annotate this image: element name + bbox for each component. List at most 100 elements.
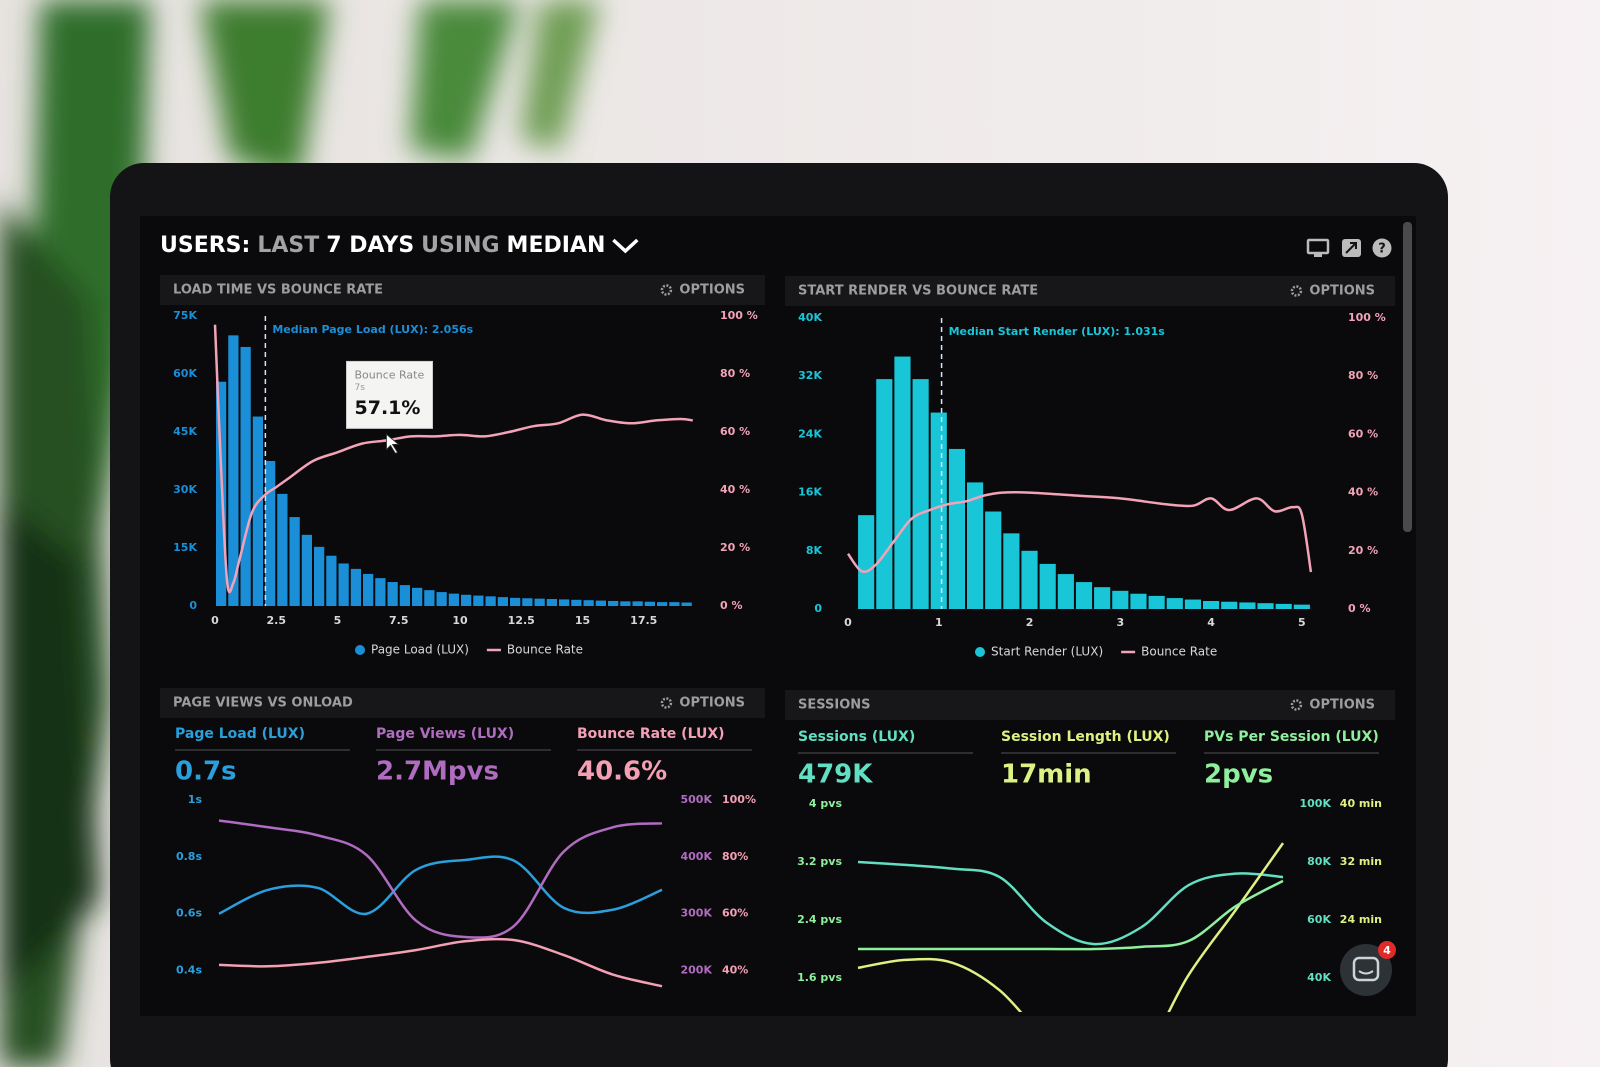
series-line xyxy=(857,860,1284,946)
y2-tick-label: 80 % xyxy=(1348,369,1378,382)
y-tick-label: 0.6s xyxy=(176,907,202,920)
series-line xyxy=(858,879,1284,951)
histogram-bar xyxy=(289,517,300,606)
histogram-bar xyxy=(608,600,619,606)
legend-label[interactable]: Bounce Rate xyxy=(507,643,583,657)
options-button[interactable]: OPTIONS xyxy=(679,696,745,711)
histogram-bar xyxy=(461,594,472,606)
histogram-bar xyxy=(1239,602,1256,609)
tooltip-subtitle: 7s xyxy=(355,383,366,393)
series-line xyxy=(218,937,663,988)
y2-tick-label: 200K xyxy=(681,964,713,977)
x-tick-label: 15 xyxy=(575,614,590,627)
share-icon[interactable] xyxy=(1342,239,1361,257)
histogram-bar xyxy=(375,578,386,606)
dropdown-chevron[interactable] xyxy=(612,238,639,254)
panel: SESSIONS OPTIONS 1.6 pvs 2.4 pvs 3.2 pvs 4 pv… xyxy=(785,690,1395,1012)
histogram-bar xyxy=(301,534,312,606)
y2-tick-label: 60 % xyxy=(720,425,750,438)
histogram-bar xyxy=(265,461,276,606)
histogram-bar xyxy=(338,563,349,606)
histogram-bar xyxy=(669,602,680,606)
histogram-bar xyxy=(350,568,361,606)
legend-label[interactable]: Start Render (LUX) xyxy=(991,645,1103,659)
histogram-bar xyxy=(522,598,533,606)
histogram-bar xyxy=(412,587,423,606)
y3-tick-label: 80% xyxy=(722,850,748,863)
help-icon[interactable]: ? xyxy=(1372,238,1392,258)
x-tick-label: 0 xyxy=(211,614,219,627)
histogram-bar xyxy=(985,511,1002,609)
histogram-bar xyxy=(1293,604,1310,609)
title-part: 7 DAYS xyxy=(326,233,414,258)
panel-header xyxy=(785,276,1395,306)
y-tick-label: 60K xyxy=(173,367,197,380)
histogram-bar xyxy=(912,379,929,609)
histogram-bar xyxy=(497,597,508,606)
plot-area xyxy=(218,819,663,988)
chat-button[interactable]: 4 xyxy=(1340,941,1396,996)
y2-tick-label: 100 % xyxy=(1348,311,1386,324)
scrollbar[interactable] xyxy=(1403,222,1412,532)
histogram-bar xyxy=(930,412,947,609)
y2-tick-label: 40K xyxy=(1307,971,1331,984)
histogram-bar xyxy=(1039,563,1056,609)
stat-label: Sessions (LUX) xyxy=(798,729,915,745)
y-tick-label: 8K xyxy=(806,544,823,557)
histogram-bar xyxy=(1203,600,1220,609)
panel: PAGE VIEWS VS ONLOAD OPTIONS 0.4s 0.6s 0.8s 1… xyxy=(160,688,765,988)
histogram-bar xyxy=(546,599,557,606)
histogram-bar xyxy=(363,573,374,606)
histogram-bar xyxy=(876,379,893,609)
options-button[interactable]: OPTIONS xyxy=(1309,284,1375,299)
histogram-bar xyxy=(277,493,288,606)
panel-title: SESSIONS xyxy=(798,698,871,713)
options-button[interactable]: OPTIONS xyxy=(1309,698,1375,713)
histogram-bar xyxy=(559,599,570,606)
y2-tick-label: 40 % xyxy=(1348,486,1378,499)
y-tick-label: 30K xyxy=(173,483,197,496)
stat-label: Page Load (LUX) xyxy=(175,726,305,742)
histogram-bar xyxy=(485,596,496,606)
options-button[interactable]: OPTIONS xyxy=(679,283,745,298)
dashboard-title[interactable]: USERS: LAST 7 DAYS USING MEDIAN xyxy=(160,233,605,258)
histogram-bar xyxy=(620,601,631,606)
y-tick-label: 1.6 pvs xyxy=(797,971,842,984)
histogram-bar xyxy=(632,601,643,606)
x-tick-label: 4 xyxy=(1207,616,1215,629)
x-tick-label: 5 xyxy=(334,614,342,627)
histogram-bar xyxy=(1184,599,1201,609)
legend-label[interactable]: Page Load (LUX) xyxy=(371,643,469,657)
histogram-bar xyxy=(1094,587,1111,609)
histogram-bar xyxy=(510,597,521,606)
histogram-bar xyxy=(1057,574,1074,609)
histogram-bar xyxy=(424,590,435,606)
histogram-bar xyxy=(473,595,484,606)
panel-header xyxy=(160,275,765,305)
y-tick-label: 2.4 pvs xyxy=(797,913,842,926)
plant xyxy=(0,0,600,1067)
x-tick-label: 5 xyxy=(1298,616,1306,629)
stat-label: Bounce Rate (LUX) xyxy=(577,726,725,742)
histogram-bar xyxy=(1112,590,1129,609)
histogram-bar xyxy=(1221,601,1238,609)
monitor-icon[interactable] xyxy=(1306,238,1330,257)
stat-value: 17min xyxy=(1001,760,1092,790)
svg-text:?: ? xyxy=(1378,242,1386,257)
histogram-bar xyxy=(858,515,875,609)
plot-area xyxy=(846,318,1313,609)
options-gear xyxy=(1290,285,1303,297)
x-tick-label: 2 xyxy=(1026,616,1034,629)
stat-label: Session Length (LUX) xyxy=(1001,729,1170,745)
histogram-bar xyxy=(894,356,911,609)
legend-swatch xyxy=(355,645,365,655)
histogram-bar xyxy=(644,601,655,606)
y-tick-label: 0.8s xyxy=(176,850,202,863)
stat-label: PVs Per Session (LUX) xyxy=(1204,729,1379,745)
histogram-bar xyxy=(240,346,251,606)
stat-value: 2.7Mpvs xyxy=(376,757,499,787)
median-label: Median Start Render (LUX): 1.031s xyxy=(949,325,1166,338)
histogram-bar xyxy=(1166,598,1183,609)
legend-label[interactable]: Bounce Rate xyxy=(1141,645,1217,659)
